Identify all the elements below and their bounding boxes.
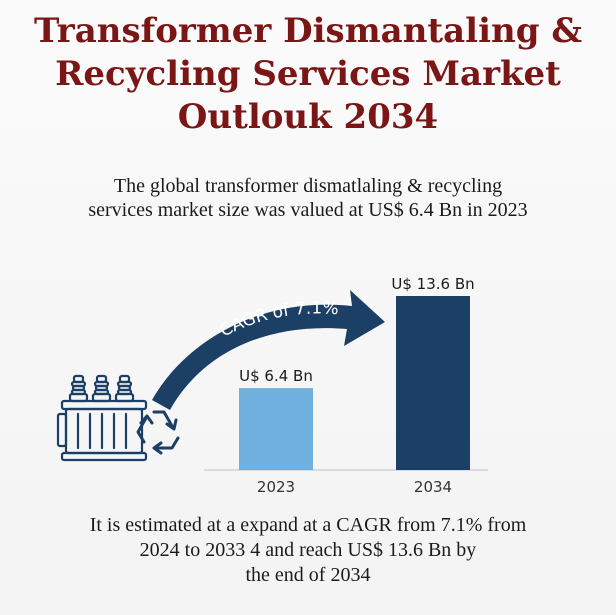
bar-2034 <box>396 296 470 470</box>
x-tick-label-2034: 2034 <box>414 478 452 496</box>
forecast-line: It is estimated at a expand at a CAGR fr… <box>89 514 527 536</box>
title-line: Transformer Dismantaling & <box>33 11 583 51</box>
bars: U$ 6.4 Bn 2023 U$ 13.6 Bn 2034 <box>239 275 475 496</box>
forecast-line: 2024 to 2033 4 and reach US$ 13.6 Bn by <box>139 539 477 561</box>
data-label-2023: U$ 6.4 Bn <box>239 367 313 385</box>
summary-line: The global transformer dismatlaling & re… <box>113 175 503 197</box>
page-title: Transformer Dismantaling & Recycling Ser… <box>0 10 616 139</box>
data-label-2034: U$ 13.6 Bn <box>391 275 474 293</box>
title-line: Outlouk 2034 <box>177 97 439 137</box>
x-tick-label-2023: 2023 <box>257 478 295 496</box>
bar-2023 <box>239 388 313 470</box>
summary-line: services market size was valued at US$ 6… <box>88 199 528 221</box>
market-size-summary: The global transformer dismatlaling & re… <box>40 174 576 222</box>
cagr-forecast-text: It is estimated at a expand at a CAGR fr… <box>30 513 586 588</box>
title-line: Recycling Services Market <box>55 54 561 94</box>
forecast-line: the end of 2034 <box>245 564 371 586</box>
transformer-icon <box>56 374 148 462</box>
recycle-icon <box>136 410 180 455</box>
